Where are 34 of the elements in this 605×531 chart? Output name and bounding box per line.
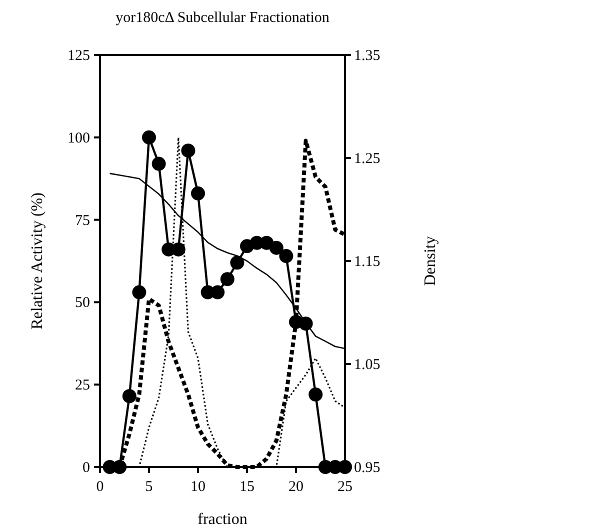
point — [308, 387, 323, 402]
x-tick-label: 25 — [338, 479, 352, 495]
point — [230, 256, 244, 270]
y-tick-label: 50 — [75, 295, 90, 312]
y-axis-title: Relative Activity (%) — [29, 192, 46, 330]
point — [132, 285, 146, 300]
point — [142, 130, 156, 144]
point — [220, 272, 234, 286]
y2-tick-label: 1.25 — [354, 151, 380, 167]
x-tick-label: 0 — [96, 479, 104, 495]
x-tick-label: 10 — [190, 479, 206, 495]
point — [279, 249, 294, 264]
x-tick-label: 5 — [145, 479, 153, 495]
y2-tick-label: 1.15 — [354, 254, 380, 270]
y-tick-label: 100 — [68, 130, 90, 146]
y-tick-label: 25 — [75, 378, 90, 394]
point — [122, 389, 136, 404]
point — [152, 156, 166, 171]
y2-tick-label: 0.95 — [354, 460, 380, 476]
y2-tick-label: 1.05 — [354, 357, 380, 373]
y2-tick-label: 1.35 — [354, 48, 380, 64]
point — [269, 240, 284, 255]
x-axis-title: fraction — [198, 511, 248, 528]
point — [210, 285, 225, 300]
point — [191, 186, 205, 200]
y-tick-label: 125 — [68, 48, 90, 64]
point — [181, 144, 196, 158]
y-tick-label: 75 — [75, 212, 90, 229]
y-tick-label: 0 — [82, 460, 90, 476]
chart-title: yor180cΔ Subcellular Fractionation — [116, 10, 330, 26]
x-tick-label: 20 — [288, 479, 304, 495]
y2-axis-title: Density — [422, 236, 439, 286]
x-tick-label: 15 — [240, 479, 254, 495]
point — [338, 460, 352, 474]
